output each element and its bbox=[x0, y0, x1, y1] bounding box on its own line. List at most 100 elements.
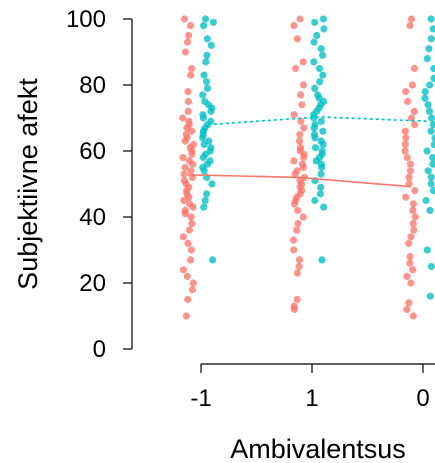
data-point bbox=[203, 78, 211, 86]
data-point bbox=[407, 279, 415, 287]
data-point bbox=[424, 101, 432, 109]
data-point bbox=[300, 154, 308, 162]
data-point bbox=[199, 134, 207, 142]
data-point bbox=[427, 262, 435, 271]
data-point bbox=[202, 58, 210, 66]
trend-layer bbox=[187, 116, 431, 188]
data-point bbox=[184, 239, 192, 247]
data-point bbox=[199, 154, 207, 162]
data-point bbox=[407, 233, 415, 241]
data-point bbox=[188, 64, 196, 73]
data-point bbox=[181, 163, 189, 172]
data-point bbox=[299, 213, 307, 221]
data-point bbox=[406, 259, 414, 267]
data-point bbox=[181, 48, 190, 56]
data-point bbox=[290, 157, 298, 165]
data-point bbox=[290, 22, 298, 30]
data-point bbox=[411, 121, 419, 129]
y-tick-label: 100 bbox=[66, 6, 106, 33]
data-point bbox=[295, 137, 304, 145]
data-point bbox=[201, 15, 210, 23]
x-tick-label: 0 bbox=[416, 385, 429, 412]
data-point bbox=[293, 226, 301, 234]
data-point bbox=[311, 196, 319, 205]
data-point bbox=[312, 157, 320, 165]
data-point bbox=[421, 88, 429, 96]
data-point bbox=[203, 190, 211, 198]
data-point bbox=[402, 134, 410, 142]
data-point bbox=[180, 170, 188, 178]
data-point bbox=[207, 107, 215, 115]
data-point bbox=[311, 18, 319, 26]
data-point bbox=[189, 279, 197, 287]
data-point bbox=[179, 154, 187, 162]
trend-line bbox=[207, 116, 431, 126]
y-tick-label: 0 bbox=[93, 336, 106, 363]
data-point bbox=[313, 31, 321, 40]
data-point bbox=[200, 203, 208, 211]
data-point bbox=[316, 78, 324, 86]
data-point bbox=[320, 25, 328, 33]
data-point bbox=[182, 312, 190, 320]
data-point bbox=[184, 107, 192, 115]
data-point bbox=[310, 124, 318, 132]
data-point bbox=[402, 193, 410, 201]
data-point bbox=[408, 81, 416, 89]
data-point bbox=[293, 269, 301, 277]
data-point bbox=[406, 253, 414, 261]
data-point bbox=[199, 114, 207, 122]
data-point bbox=[179, 233, 187, 241]
data-point bbox=[411, 213, 419, 221]
y-tick-label: 20 bbox=[79, 270, 106, 297]
data-point bbox=[297, 117, 305, 125]
data-point bbox=[425, 107, 434, 115]
data-point bbox=[403, 305, 411, 313]
data-point bbox=[183, 38, 192, 46]
data-point bbox=[180, 15, 189, 23]
axes-layer bbox=[131, 19, 435, 365]
data-point bbox=[292, 64, 300, 73]
data-point bbox=[319, 15, 327, 23]
data-point bbox=[189, 160, 197, 168]
data-point bbox=[427, 15, 435, 23]
data-point bbox=[405, 239, 413, 247]
data-point bbox=[179, 266, 188, 274]
points-layer bbox=[179, 15, 435, 320]
data-point bbox=[410, 226, 418, 234]
data-point bbox=[200, 22, 208, 30]
data-point bbox=[431, 134, 435, 142]
data-point bbox=[424, 167, 432, 175]
data-point bbox=[315, 64, 324, 73]
data-point bbox=[179, 114, 187, 122]
data-point bbox=[290, 246, 298, 254]
data-point bbox=[185, 226, 194, 234]
data-point bbox=[317, 183, 325, 191]
data-point bbox=[429, 25, 435, 33]
data-point bbox=[405, 299, 413, 307]
data-point bbox=[430, 64, 435, 73]
data-point bbox=[295, 256, 304, 264]
data-point bbox=[184, 97, 192, 106]
data-point bbox=[426, 206, 434, 214]
data-point bbox=[429, 187, 435, 195]
data-point bbox=[401, 147, 409, 155]
data-point bbox=[293, 295, 301, 304]
data-point bbox=[299, 58, 307, 66]
data-point bbox=[425, 45, 433, 53]
x-tick-label: -1 bbox=[190, 385, 211, 412]
data-point bbox=[317, 170, 325, 178]
data-point bbox=[209, 256, 217, 264]
data-point bbox=[319, 51, 327, 59]
data-point bbox=[294, 220, 302, 228]
data-point bbox=[299, 163, 307, 172]
data-point bbox=[427, 35, 435, 43]
y-axis-title: Subjektiivne afekt bbox=[13, 78, 43, 290]
data-point bbox=[295, 262, 303, 271]
data-point bbox=[200, 71, 208, 79]
data-point bbox=[401, 140, 409, 148]
data-point bbox=[406, 167, 415, 175]
data-point bbox=[291, 170, 299, 178]
data-point bbox=[311, 84, 319, 92]
y-tick-label: 40 bbox=[79, 204, 106, 231]
